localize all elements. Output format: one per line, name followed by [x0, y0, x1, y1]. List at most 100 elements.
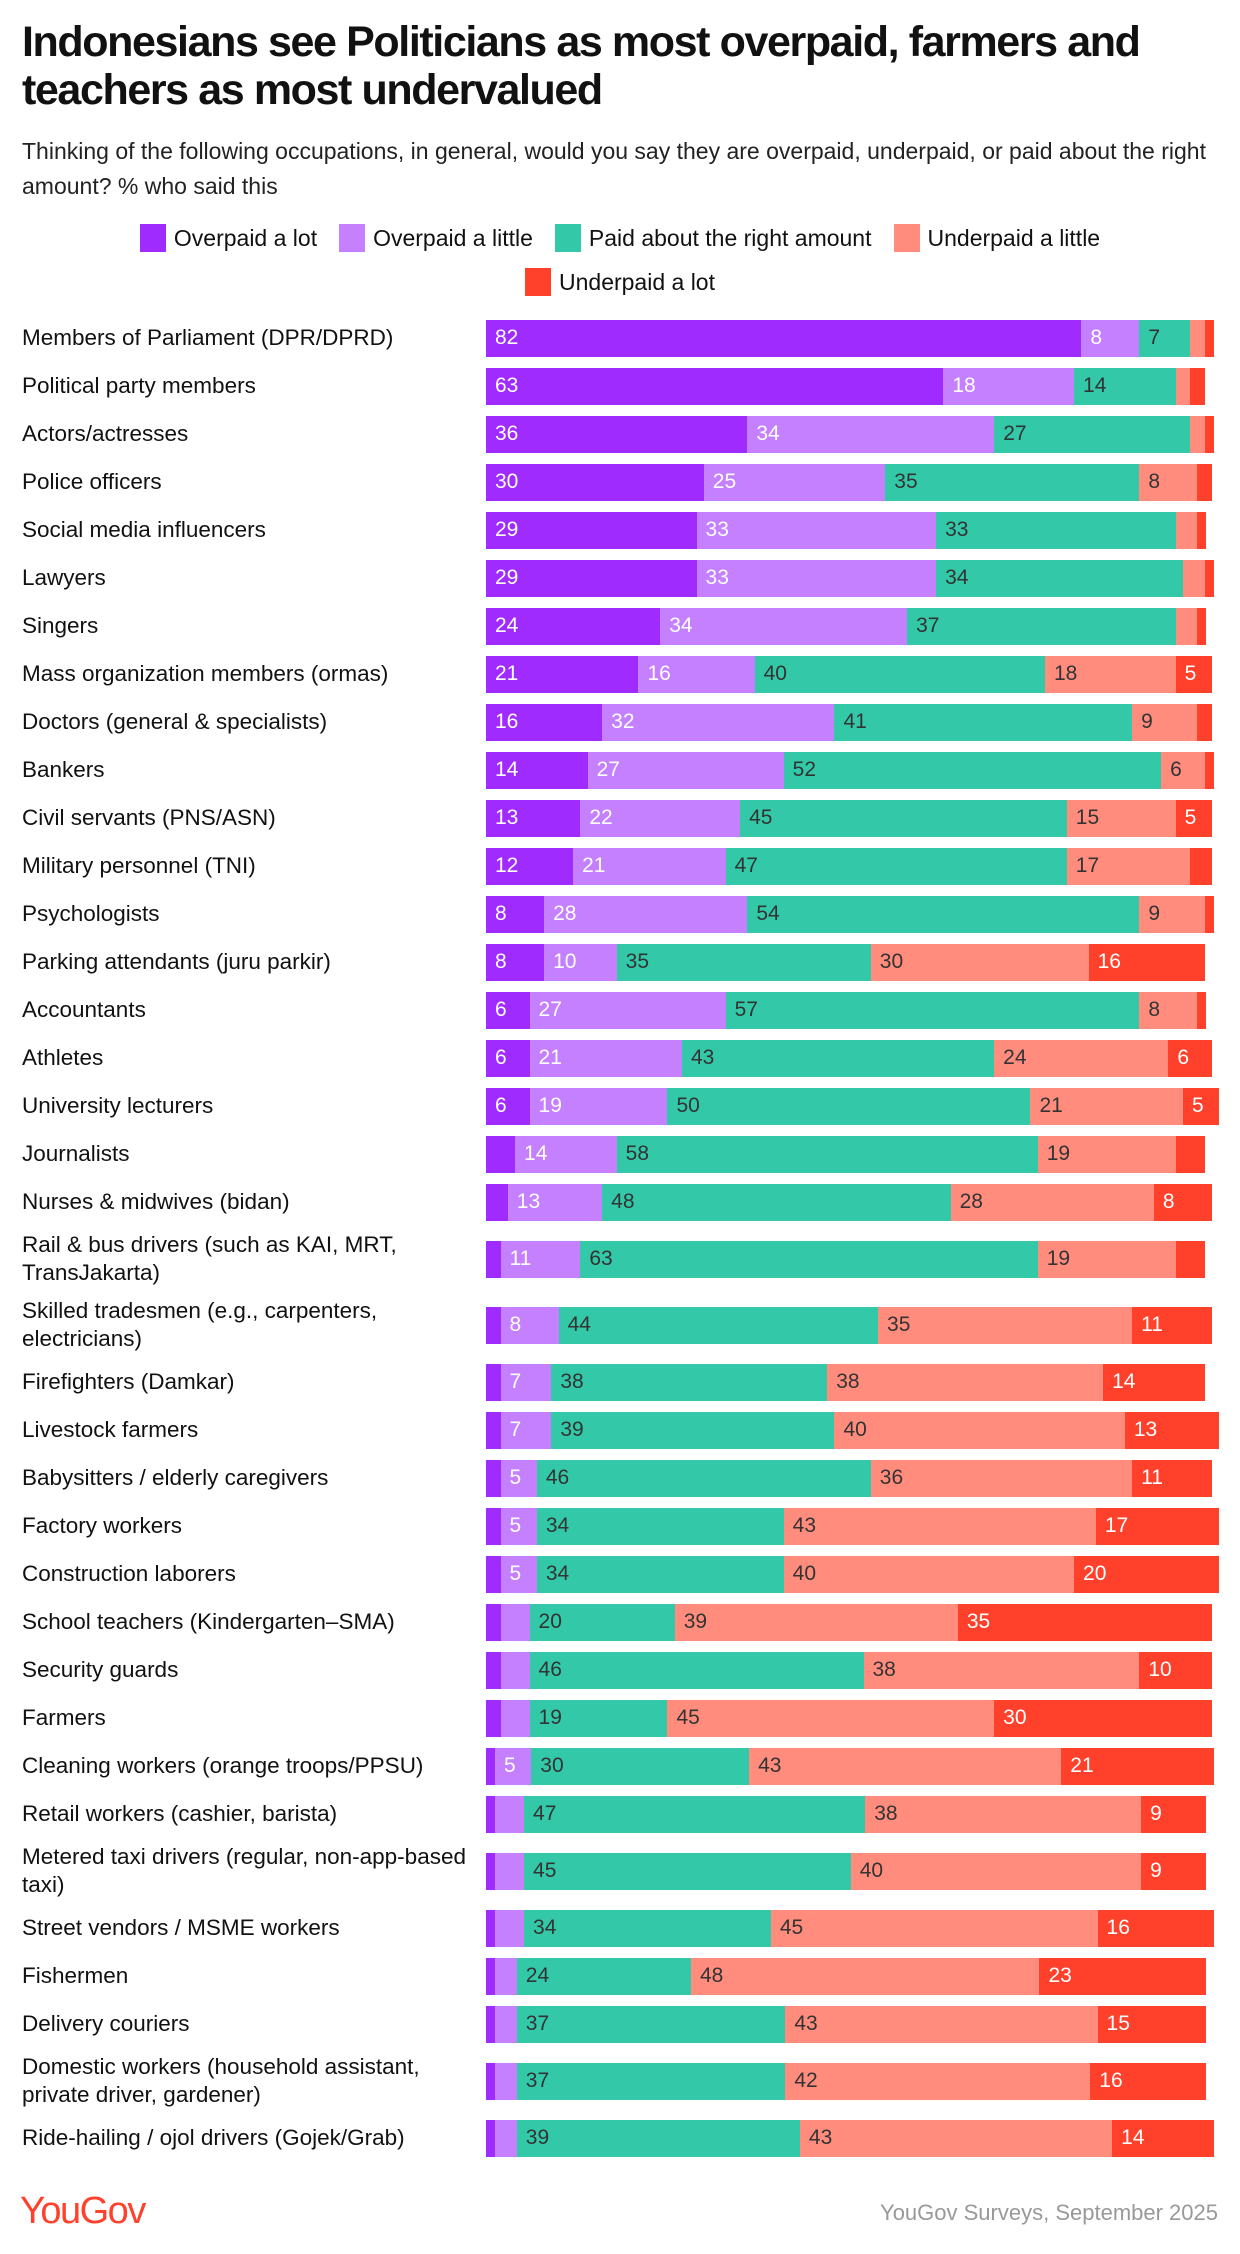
category-label: Security guards: [22, 1657, 179, 1682]
stacked-bar: 14 58 19: [486, 1135, 1205, 1173]
bar-segment: 35: [885, 463, 1140, 501]
bar-segment: 19: [529, 1087, 668, 1125]
bar-segment: 43: [799, 2119, 1113, 2157]
bar-segment: 34: [936, 559, 1183, 597]
chart-row: Delivery couriers 37 43 15: [0, 2000, 1240, 2048]
stacked-bar: 20 39 35: [486, 1603, 1212, 1641]
source-note: YouGov Surveys, September 2025: [880, 2200, 1218, 2225]
bar-segment: 42: [785, 2062, 1091, 2100]
chart-row: Accountants 6 27 57 8: [0, 986, 1240, 1034]
bar-segment: 11: [500, 1240, 581, 1278]
chart-row: Skilled tradesmen (e.g., carpenters, ele…: [0, 1292, 1240, 1358]
bar-segment: 22: [580, 799, 741, 837]
data-label: 8: [1162, 1190, 1175, 1213]
category-label: Journalists: [22, 1141, 130, 1166]
chart-row: Fishermen 24 48 23: [0, 1952, 1240, 2000]
stacked-bar: 63 18 14: [486, 367, 1205, 405]
legend-label: Underpaid a little: [927, 224, 1101, 251]
data-label: 40: [859, 1859, 884, 1882]
bar-segment: [1190, 415, 1205, 453]
chart-row: Civil servants (PNS/ASN) 13 22 45 15 5: [0, 794, 1240, 842]
bar-segment: 8: [500, 1306, 559, 1344]
data-label: 24: [525, 1964, 550, 1987]
data-label: 23: [1048, 1964, 1072, 1987]
stacked-bar: 8 28 54 9: [486, 895, 1214, 933]
chart-row: Construction laborers 5 34 40 20: [0, 1550, 1240, 1598]
data-label: 14: [524, 1142, 548, 1165]
bar-segment: 10: [544, 943, 617, 981]
data-label: 6: [495, 1046, 507, 1069]
bar-segment: 23: [1039, 1957, 1207, 1995]
data-label: 5: [509, 1562, 522, 1585]
legend-label: Underpaid a lot: [559, 268, 715, 295]
bar-segment: 34: [660, 607, 908, 645]
bar-segment: 33: [696, 559, 937, 597]
bar-segment: [486, 1651, 501, 1689]
bar-segment: 14: [1112, 2119, 1214, 2157]
bar-segment: 8: [486, 895, 545, 933]
category-label: Psychologists: [22, 901, 160, 926]
data-label: 9: [1148, 902, 1161, 925]
bar-segment: 14: [515, 1135, 617, 1173]
chart-row: Ride-hailing / ojol drivers (Gojek/Grab)…: [0, 2114, 1240, 2162]
bar-segment: 34: [747, 415, 995, 453]
data-label: 39: [683, 1610, 708, 1633]
stacked-bar: 13 48 28 8: [486, 1183, 1212, 1221]
chart-row: Mass organization members (ormas) 21 16 40 1…: [0, 650, 1240, 698]
data-label: 35: [887, 1313, 911, 1336]
category-label: Metered taxi drivers (regular, non-app-b…: [22, 1844, 466, 1897]
legend-item: Overpaid a lot: [139, 224, 317, 252]
bar-segment: 16: [1088, 943, 1205, 981]
category-label: Rail & bus drivers (such as KAI, MRT, Tr…: [22, 1232, 397, 1285]
bar-segment: 5: [1175, 799, 1212, 837]
chart-row: Nurses & midwives (bidan) 13 48 28 8: [0, 1178, 1240, 1226]
data-label: 37: [525, 2069, 550, 2092]
bar-segment: [486, 1363, 501, 1401]
bar-segment: 5: [500, 1507, 537, 1545]
bar-segment: 82: [486, 319, 1082, 357]
stacked-bar: 13 22 45 15 5: [486, 799, 1212, 837]
category-label: Skilled tradesmen (e.g., carpenters, ele…: [22, 1298, 378, 1351]
bar-segment: [1175, 511, 1198, 549]
bar-segment: 8: [1081, 319, 1140, 357]
bar-segment: [486, 1957, 495, 1995]
stacked-bar: 37 42 16: [486, 2062, 1207, 2100]
bar-segment: 8: [1139, 991, 1198, 1029]
data-label: 45: [676, 1706, 700, 1729]
data-label: 8: [1148, 998, 1161, 1021]
bar-segment: [495, 2005, 517, 2043]
data-label: 27: [1003, 422, 1027, 445]
data-label: 30: [1003, 1706, 1027, 1729]
chart-row: Firefighters (Damkar) 7 38 38 14: [0, 1358, 1240, 1406]
bar-segment: 10: [1139, 1651, 1212, 1689]
bar-segment: 6: [486, 1039, 530, 1077]
bar-segment: [1204, 895, 1214, 933]
bar-segment: 37: [516, 2062, 786, 2100]
data-label: 7: [1148, 326, 1161, 349]
data-label: 14: [1112, 1370, 1136, 1393]
chart-row: Street vendors / MSME workers 34 45 16: [0, 1904, 1240, 1952]
data-label: 11: [509, 1247, 532, 1270]
data-label: 9: [1141, 710, 1153, 733]
stacked-bar: 5 30 43 21: [486, 1747, 1214, 1785]
stacked-bar-chart: Members of Parliament (DPR/DPRD) 82 8 7 Poli…: [0, 314, 1240, 2162]
stacked-bar: 6 21 43 24 6: [486, 1039, 1212, 1077]
bar-segment: 15: [1097, 2005, 1207, 2043]
data-label: 14: [1121, 2126, 1145, 2149]
category-label: Athletes: [22, 1045, 104, 1070]
data-label: 8: [495, 902, 507, 925]
data-label: 21: [538, 1046, 562, 1069]
data-label: 28: [553, 902, 577, 925]
category-label: Accountants: [22, 997, 146, 1022]
category-label: Ride-hailing / ojol drivers (Gojek/Grab): [22, 2125, 405, 2150]
bar-segment: 32: [602, 703, 835, 741]
bar-segment: 5: [495, 1747, 532, 1785]
chart-row: Livestock farmers 7 39 40 13: [0, 1406, 1240, 1454]
data-label: 19: [1046, 1142, 1071, 1165]
data-label: 25: [712, 470, 737, 493]
data-label: 5: [504, 1754, 516, 1777]
stacked-bar: 29 33 34: [486, 559, 1214, 597]
stacked-bar: 6 19 50 21 5: [486, 1087, 1220, 1125]
chart-row: Parking attendants (juru parkir) 8 10 35 30 1…: [0, 938, 1240, 986]
data-label: 10: [553, 950, 577, 973]
